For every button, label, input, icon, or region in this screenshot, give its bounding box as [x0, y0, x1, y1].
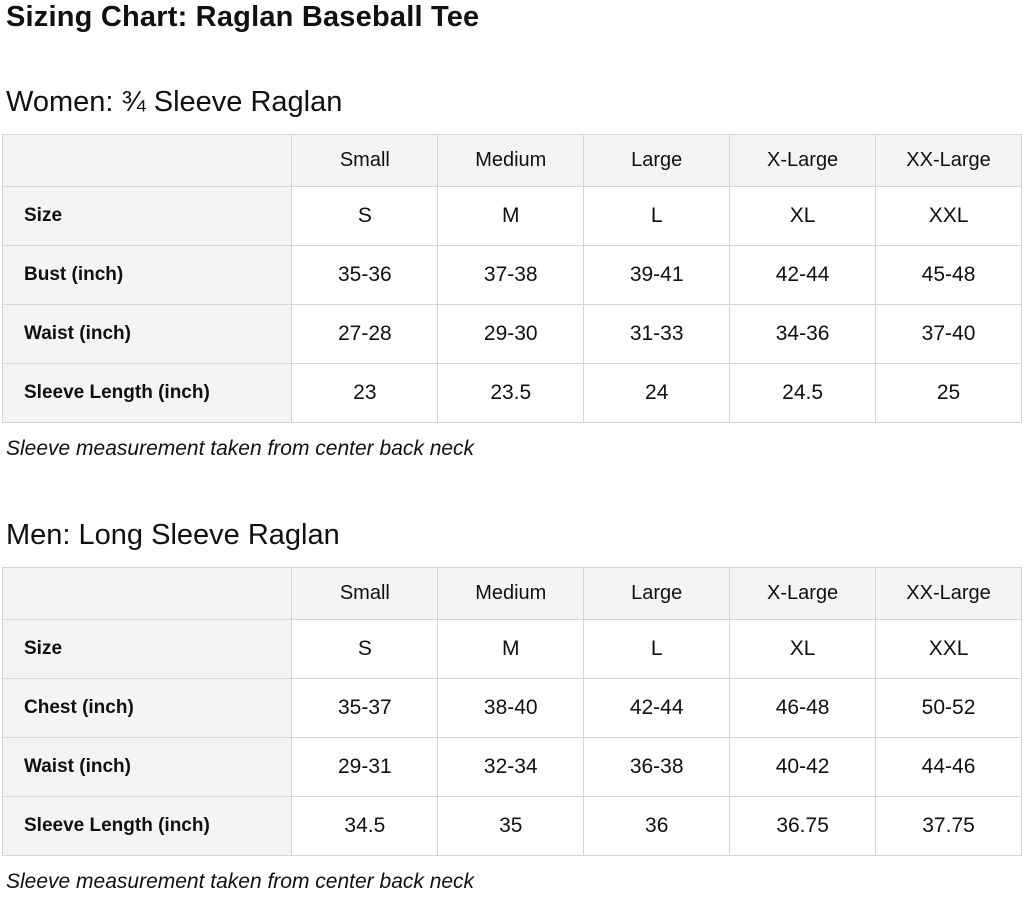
table-row-size: Size S M L XL XXL — [1, 618, 1022, 679]
measurement-cell: 36-38 — [583, 736, 731, 797]
size-cell: XL — [729, 618, 877, 679]
column-header-medium: Medium — [437, 566, 585, 620]
row-label: Sleeve Length (inch) — [1, 362, 293, 423]
table-row-waist: Waist (inch) 27-28 29-30 31-33 34-36 37-… — [1, 303, 1022, 364]
table-row-chest: Chest (inch) 35-37 38-40 42-44 46-48 50-… — [1, 677, 1022, 738]
size-cell: L — [583, 185, 731, 246]
table-header-row: Small Medium Large X-Large XX-Large — [1, 566, 1022, 620]
men-size-table: Small Medium Large X-Large XX-Large Size… — [1, 566, 1022, 856]
table-row-waist: Waist (inch) 29-31 32-34 36-38 40-42 44-… — [1, 736, 1022, 797]
column-header-xx-large: XX-Large — [875, 133, 1022, 187]
measurement-cell: 42-44 — [583, 677, 731, 738]
measurement-cell: 37.75 — [875, 795, 1022, 856]
section-heading-women: Women: ¾ Sleeve Raglan — [6, 85, 343, 118]
section-heading-men: Men: Long Sleeve Raglan — [6, 519, 340, 552]
measurement-cell: 29-30 — [437, 303, 585, 364]
measurement-cell: 37-38 — [437, 244, 585, 305]
measurement-cell: 34.5 — [291, 795, 439, 856]
column-header-large: Large — [583, 566, 731, 620]
measurement-cell: 39-41 — [583, 244, 731, 305]
size-cell: M — [437, 185, 585, 246]
measurement-cell: 23.5 — [437, 362, 585, 423]
column-header-small: Small — [291, 566, 439, 620]
row-label: Waist (inch) — [1, 736, 293, 797]
measurement-cell: 44-46 — [875, 736, 1022, 797]
measurement-cell: 38-40 — [437, 677, 585, 738]
row-label: Size — [1, 618, 293, 679]
row-label: Size — [1, 185, 293, 246]
column-header-medium: Medium — [437, 133, 585, 187]
measurement-cell: 37-40 — [875, 303, 1022, 364]
measurement-cell: 32-34 — [437, 736, 585, 797]
column-header-small: Small — [291, 133, 439, 187]
measurement-cell: 25 — [875, 362, 1022, 423]
table-row-sleeve-length: Sleeve Length (inch) 23 23.5 24 24.5 25 — [1, 362, 1022, 423]
column-header-blank — [1, 566, 293, 620]
measurement-cell: 24.5 — [729, 362, 877, 423]
men-table-footnote: Sleeve measurement taken from center bac… — [6, 869, 475, 893]
column-header-large: Large — [583, 133, 731, 187]
measurement-cell: 45-48 — [875, 244, 1022, 305]
table-header-row: Small Medium Large X-Large XX-Large — [1, 133, 1022, 187]
column-header-x-large: X-Large — [729, 566, 877, 620]
table-row-sleeve-length: Sleeve Length (inch) 34.5 35 36 36.75 37… — [1, 795, 1022, 856]
women-size-table: Small Medium Large X-Large XX-Large Size… — [1, 133, 1022, 423]
size-cell: XL — [729, 185, 877, 246]
measurement-cell: 34-36 — [729, 303, 877, 364]
size-cell: XXL — [875, 185, 1022, 246]
row-label: Sleeve Length (inch) — [1, 795, 293, 856]
measurement-cell: 42-44 — [729, 244, 877, 305]
column-header-blank — [1, 133, 293, 187]
size-cell: S — [291, 618, 439, 679]
measurement-cell: 40-42 — [729, 736, 877, 797]
column-header-x-large: X-Large — [729, 133, 877, 187]
measurement-cell: 36.75 — [729, 795, 877, 856]
table-row-bust: Bust (inch) 35-36 37-38 39-41 42-44 45-4… — [1, 244, 1022, 305]
page-title: Sizing Chart: Raglan Baseball Tee — [6, 1, 480, 33]
measurement-cell: 35-37 — [291, 677, 439, 738]
measurement-cell: 46-48 — [729, 677, 877, 738]
measurement-cell: 27-28 — [291, 303, 439, 364]
table-row-size: Size S M L XL XXL — [1, 185, 1022, 246]
size-cell: L — [583, 618, 731, 679]
measurement-cell: 50-52 — [875, 677, 1022, 738]
measurement-cell: 36 — [583, 795, 731, 856]
measurement-cell: 29-31 — [291, 736, 439, 797]
size-cell: S — [291, 185, 439, 246]
measurement-cell: 23 — [291, 362, 439, 423]
size-cell: M — [437, 618, 585, 679]
row-label: Chest (inch) — [1, 677, 293, 738]
measurement-cell: 35 — [437, 795, 585, 856]
size-cell: XXL — [875, 618, 1022, 679]
row-label: Waist (inch) — [1, 303, 293, 364]
women-table-footnote: Sleeve measurement taken from center bac… — [6, 436, 475, 460]
column-header-xx-large: XX-Large — [875, 566, 1022, 620]
measurement-cell: 24 — [583, 362, 731, 423]
measurement-cell: 31-33 — [583, 303, 731, 364]
row-label: Bust (inch) — [1, 244, 293, 305]
measurement-cell: 35-36 — [291, 244, 439, 305]
